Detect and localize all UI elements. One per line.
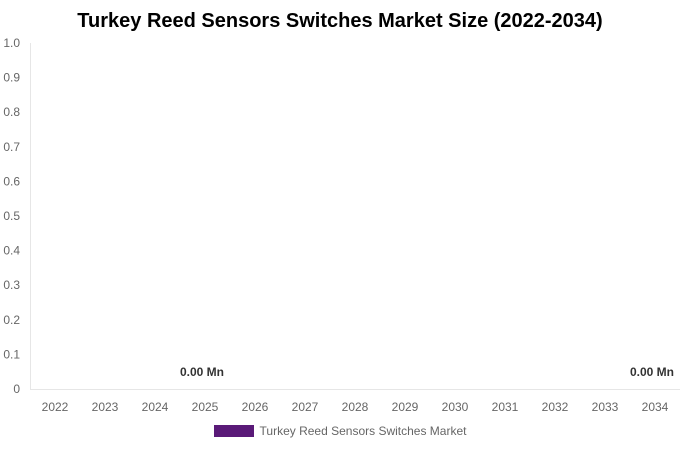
data-label: 0.00 Mn: [630, 365, 674, 379]
y-axis-ticks: 0 0.1 0.2 0.3 0.4 0.5 0.6 0.7 0.8 0.9 1.0: [3, 36, 20, 396]
x-tick-label: 2026: [242, 400, 269, 414]
x-tick-label: 2028: [342, 400, 369, 414]
y-tick-label: 0.1: [3, 347, 20, 361]
legend[interactable]: Turkey Reed Sensors Switches Market: [0, 424, 680, 438]
x-tick-label: 2027: [292, 400, 319, 414]
y-tick-label: 0.8: [3, 105, 20, 119]
data-label: 0.00 Mn: [180, 365, 224, 379]
y-tick-label: 0.2: [3, 313, 20, 327]
x-tick-label: 2034: [642, 400, 669, 414]
x-tick-label: 2029: [392, 400, 419, 414]
y-tick-label: 0.4: [3, 244, 20, 258]
x-tick-label: 2033: [592, 400, 619, 414]
x-axis-ticks: 2022 2023 2024 2025 2026 2027 2028 2029 2030 2031…: [42, 400, 669, 414]
x-tick-label: 2030: [442, 400, 469, 414]
x-tick-label: 2023: [92, 400, 119, 414]
y-tick-label: 0.6: [3, 174, 20, 188]
legend-swatch[interactable]: [213, 425, 254, 437]
x-tick-label: 2032: [542, 400, 569, 414]
x-tick-label: 2025: [192, 400, 219, 414]
legend-label[interactable]: Turkey Reed Sensors Switches Market: [259, 424, 467, 438]
y-tick-label: 0.5: [3, 209, 20, 223]
y-tick-label: 0.7: [3, 140, 20, 154]
x-tick-label: 2022: [42, 400, 69, 414]
y-tick-label: 0: [13, 382, 20, 396]
y-tick-label: 0.3: [3, 278, 20, 292]
x-tick-label: 2031: [492, 400, 519, 414]
axes: [30, 43, 680, 390]
x-tick-label: 2024: [142, 400, 169, 414]
y-tick-label: 0.9: [3, 71, 20, 85]
y-tick-label: 1.0: [3, 36, 20, 50]
data-labels: 0.00 Mn 0.00 Mn: [180, 365, 674, 379]
chart-title: Turkey Reed Sensors Switches Market Size…: [77, 10, 603, 32]
